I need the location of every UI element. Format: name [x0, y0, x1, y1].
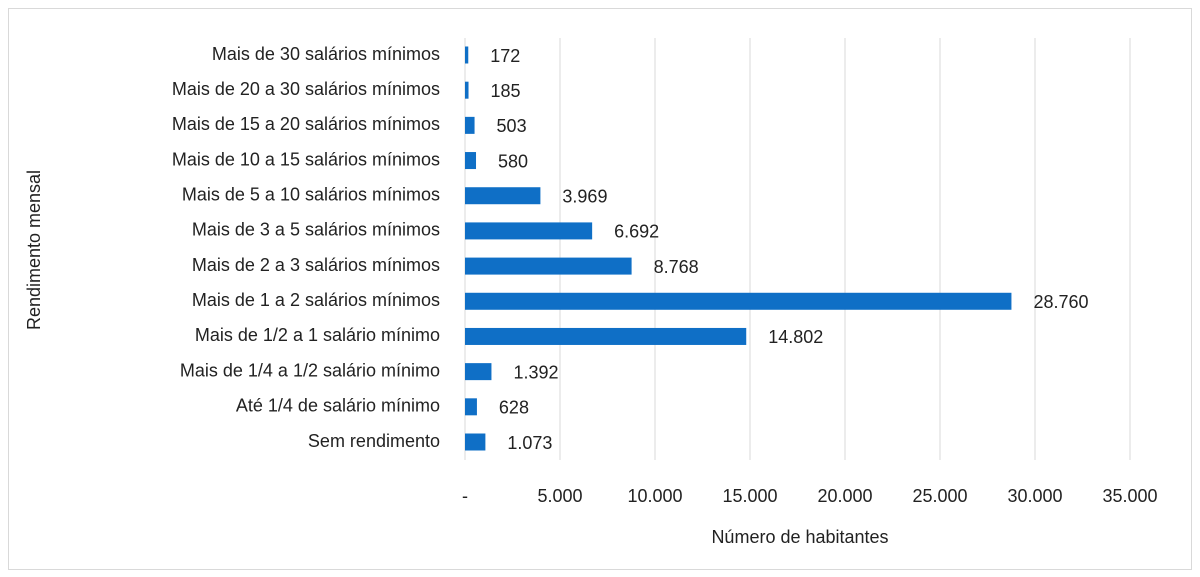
value-label: 28.760: [1033, 292, 1088, 312]
value-label: 14.802: [768, 327, 823, 347]
y-tick-label: Mais de 3 a 5 salários mínimos: [192, 220, 440, 240]
value-label: 580: [498, 151, 528, 171]
y-axis-title: Rendimento mensal: [24, 170, 44, 330]
bar: [465, 257, 632, 275]
x-tick-label: 30.000: [1007, 486, 1062, 506]
value-label: 1.392: [513, 362, 558, 382]
x-tick-label: 20.000: [817, 486, 872, 506]
bar: [465, 81, 469, 99]
bar: [465, 46, 469, 64]
y-tick-label: Mais de 2 a 3 salários mínimos: [192, 255, 440, 275]
bar: [465, 433, 486, 451]
bar: [465, 292, 1012, 310]
bar: [465, 398, 477, 416]
bar: [465, 222, 593, 240]
bar: [465, 116, 475, 134]
x-tick-label: 15.000: [722, 486, 777, 506]
y-tick-label: Mais de 30 salários mínimos: [212, 44, 440, 64]
chart-frame: [8, 8, 1192, 570]
value-label: 503: [497, 116, 527, 136]
bar: [465, 363, 492, 381]
bar: [465, 152, 477, 170]
value-label: 6.692: [614, 222, 659, 242]
x-axis-title: Número de habitantes: [711, 527, 888, 547]
value-label: 3.969: [562, 186, 607, 206]
y-tick-label: Mais de 1/2 a 1 salário mínimo: [195, 325, 440, 345]
y-tick-label: Mais de 5 a 10 salários mínimos: [182, 184, 440, 204]
value-label: 172: [490, 46, 520, 66]
y-tick-label: Mais de 15 a 20 salários mínimos: [172, 114, 440, 134]
bar: [465, 327, 747, 345]
value-label: 8.768: [654, 257, 699, 277]
value-label: 628: [499, 398, 529, 418]
value-label: 1.073: [507, 433, 552, 453]
x-tick-label: -: [462, 486, 468, 506]
y-tick-label: Sem rendimento: [308, 431, 440, 451]
y-tick-label: Mais de 10 a 15 salários mínimos: [172, 149, 440, 169]
x-tick-label: 5.000: [537, 486, 582, 506]
y-tick-label: Até 1/4 de salário mínimo: [236, 396, 440, 416]
y-tick-label: Mais de 1 a 2 salários mínimos: [192, 290, 440, 310]
y-tick-label: Mais de 1/4 a 1/2 salário mínimo: [180, 360, 440, 380]
x-tick-label: 25.000: [912, 486, 967, 506]
x-tick-label: 35.000: [1102, 486, 1157, 506]
y-tick-label: Mais de 20 a 30 salários mínimos: [172, 79, 440, 99]
bar: [465, 187, 541, 205]
value-label: 185: [491, 81, 521, 101]
x-tick-label: 10.000: [627, 486, 682, 506]
